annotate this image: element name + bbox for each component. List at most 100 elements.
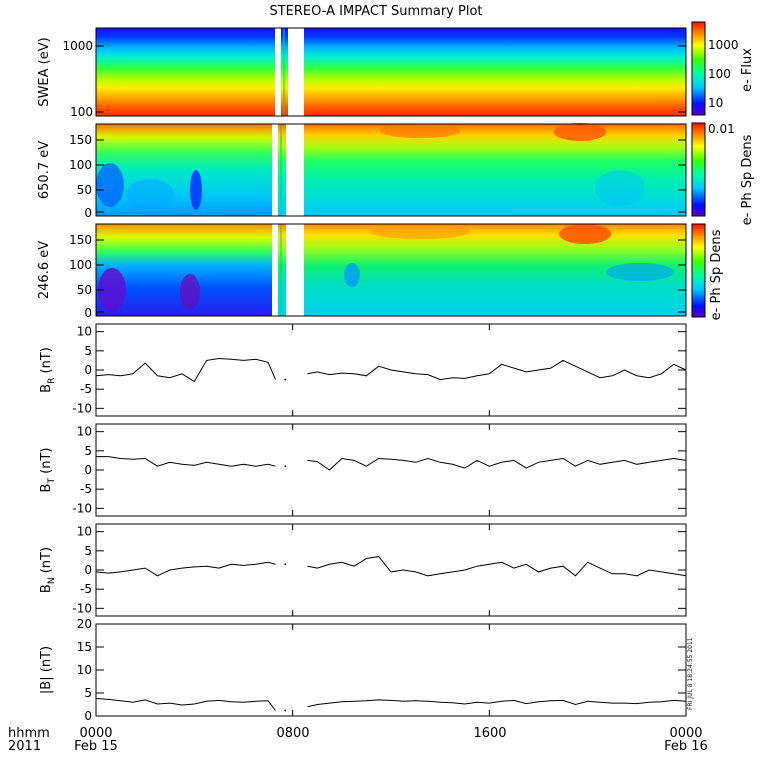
bn-ytick-label: 5 [84, 544, 92, 558]
bn-ytick-label: 10 [77, 525, 92, 539]
swea-colorbar-label: e- Flux [740, 48, 755, 92]
pad246-ytick-label: 150 [69, 233, 92, 247]
bn-series-line [95, 561, 276, 577]
swea-colorbar [691, 21, 706, 116]
bmag-ytick-label: 5 [84, 686, 92, 700]
pad650-feature [126, 179, 174, 211]
swea-colorbar-tick: 1000 [708, 38, 739, 52]
x-axis: hhmm 2011 0000 0800 1600 0000 Feb 15 Feb… [8, 726, 708, 754]
pad650-ylabel: 650.7 eV [37, 141, 52, 199]
pad246-gap-2 [286, 224, 304, 316]
pad246-feature [559, 224, 611, 244]
pad246-feature [606, 263, 674, 281]
bn-panel: -10 -5 0 5 10 BN (nT) [39, 523, 687, 617]
br-ytick-label: 0 [84, 363, 92, 377]
bmag-ytick-label: 20 [77, 617, 92, 631]
bmag-ytick-label: 15 [77, 640, 92, 654]
pad650-ytick-label: 150 [69, 133, 92, 147]
pad246-colorbar-label: e- Ph Sp Dens [709, 229, 724, 320]
bmag-ytick-label: 10 [77, 663, 92, 677]
pad650-left-region [96, 124, 272, 216]
pad246-frame [95, 223, 687, 317]
pad246-feature [344, 263, 360, 287]
br-ytick-label: 10 [77, 325, 92, 339]
x-axis-row-label: hhmm [8, 726, 50, 741]
magnetic-field-panels: -10 -5 0 5 10 BR (nT) -10 -5 0 5 10 BT (nT) -10 -5 0 5 1… [39, 323, 687, 723]
pad246-ylabel: 246.6 eV [37, 241, 52, 299]
swea-ylabel: SWEA (eV) [37, 37, 52, 106]
swea-panel: 1000 100 SWEA (eV) 1000 100 10 e- Flux [37, 21, 755, 119]
swea-y-ticks [96, 45, 686, 113]
x-date-label: Feb 15 [74, 739, 118, 754]
bn-frame [95, 523, 687, 617]
x-tick-label: 0800 [276, 726, 309, 741]
pad650-colorbar [691, 122, 706, 217]
bt-series-line [96, 456, 276, 467]
pad246-colorbar [691, 223, 706, 318]
swea-gap-2 [288, 28, 304, 116]
bn-ytick-label: -10 [72, 601, 92, 615]
pad650-feature [190, 170, 202, 210]
bt-data-point [284, 465, 287, 468]
bmag-series-line [95, 698, 276, 711]
br-data-point [284, 378, 287, 381]
pad650-feature [595, 170, 645, 206]
plot-title: STEREO-A IMPACT Summary Plot [269, 4, 482, 19]
bmag-ylabel: |B| (nT) [39, 646, 54, 694]
bt-ytick-label: 5 [84, 444, 92, 458]
pad650-gap-1 [272, 124, 278, 216]
bn-ylabel: BN (nT) [39, 547, 57, 593]
pad246-ytick-label: 0 [84, 306, 92, 320]
pad650-frame [95, 123, 687, 217]
bt-frame [95, 423, 687, 517]
swea-gap-1 [275, 28, 281, 116]
bt-ytick-label: 10 [77, 425, 92, 439]
br-panel: -10 -5 0 5 10 BR (nT) [39, 323, 687, 417]
bn-series-line [307, 556, 687, 577]
bn-data-point [284, 563, 287, 566]
pad246-feature [180, 274, 200, 310]
swea-frame [95, 27, 687, 117]
pad650-ytick-label: 100 [69, 158, 92, 172]
bn-ytick-label: 0 [84, 563, 92, 577]
pad650-ytick-label: 0 [84, 206, 92, 220]
x-tick-label: 0000 [669, 726, 702, 741]
bt-ytick-label: -10 [72, 501, 92, 515]
swea-ytick-label: 100 [70, 105, 93, 119]
br-ytick-label: -10 [72, 401, 92, 415]
br-ytick-label: -5 [80, 382, 92, 396]
pad650-colorbar-label: e- Ph Sp Dens [740, 134, 755, 225]
bt-panel: -10 -5 0 5 10 BT (nT) [39, 423, 687, 517]
br-series-line [307, 359, 687, 381]
swea-colorbar-tick: 100 [708, 67, 731, 81]
pad650-y-ticks [96, 139, 686, 213]
br-ylabel: BR (nT) [39, 347, 57, 393]
bt-ytick-label: 0 [84, 463, 92, 477]
x-tick-label: 0000 [79, 726, 112, 741]
pad650-ytick-label: 50 [77, 183, 92, 197]
timestamp-stamp: FRI JUL 8 18:24:55 2011 [687, 637, 694, 710]
bmag-ytick-label: 0 [84, 709, 92, 723]
bn-ytick-label: -5 [80, 582, 92, 596]
bt-ytick-label: -5 [80, 482, 92, 496]
pad246-y-ticks [96, 239, 686, 313]
pad246-ytick-label: 100 [69, 258, 92, 272]
x-axis-year-label: 2011 [8, 739, 41, 754]
pad650-panel: 0 50 100 150 650.7 eV 0.01 e- Ph Sp Dens [37, 122, 755, 225]
x-date-label: Feb 16 [664, 739, 708, 754]
bt-ylabel: BT (nT) [39, 448, 57, 493]
pad246-panel: 0 50 100 150 246.6 eV e- Ph Sp Dens [37, 223, 724, 320]
swea-spectrogram [96, 28, 686, 116]
br-ytick-label: 5 [84, 344, 92, 358]
bt-series-line [307, 457, 687, 471]
x-tick-label: 1600 [473, 726, 506, 741]
swea-colorbar-tick: 10 [708, 96, 723, 110]
pad246-ytick-label: 50 [77, 283, 92, 297]
pad650-feature [96, 163, 124, 207]
pad650-feature [380, 124, 460, 138]
bmag-panel: 0 5 10 15 20 |B| (nT) [39, 617, 687, 723]
pad246-feature [370, 225, 470, 239]
bmag-data-point [284, 709, 287, 712]
pad246-feature [98, 268, 126, 312]
